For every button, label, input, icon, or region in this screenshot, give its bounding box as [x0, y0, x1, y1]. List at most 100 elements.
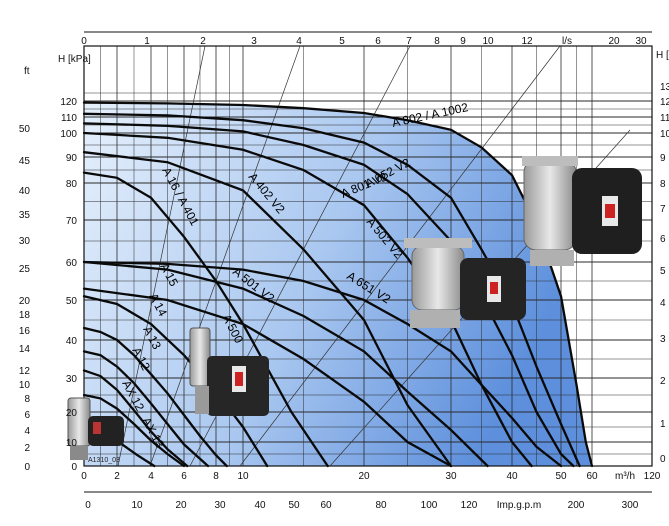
- m3h-tick-label: 60: [586, 471, 598, 482]
- curve-a-402-v2: [82, 151, 453, 468]
- curve-a-12: [82, 369, 189, 468]
- m3h-tick-label: 8: [213, 471, 219, 482]
- ls-tick-label: 6: [375, 36, 381, 47]
- metre-tick-label: 8: [660, 179, 666, 190]
- ft-tick-label: 4: [24, 426, 30, 437]
- y-axis-ft-label: ft: [24, 66, 30, 77]
- ls-tick-label: 5: [339, 36, 345, 47]
- y-axis-kpa-label: H [kPa]: [58, 54, 91, 65]
- m3h-axis: 0 2 4 6 8 10 20 30 40 50 60 120: [81, 471, 661, 482]
- m3h-tick-label: 4: [148, 471, 154, 482]
- m3h-tick-label: 40: [506, 471, 518, 482]
- metre-tick-label: 7: [660, 204, 666, 215]
- ls-axis: 0 1 2 3 4 5 6 7 8 9 10 12 l/s 20 30: [81, 36, 647, 47]
- kpa-tick-label: 0: [71, 462, 77, 473]
- gpm-tick-label: 40: [254, 500, 266, 511]
- curve-a-502-v2: [82, 131, 533, 468]
- metre-tick-label: 4: [660, 298, 666, 309]
- metre-tick-label: 5: [660, 266, 666, 277]
- kpa-tick-label: 110: [61, 113, 77, 124]
- gpm-tick-label: 80: [375, 500, 387, 511]
- ft-tick-label: 30: [19, 236, 31, 247]
- m3h-tick-label: 0: [81, 471, 87, 482]
- ft-tick-label: 25: [19, 264, 31, 275]
- y-axis-m-label: H [m]: [656, 50, 669, 61]
- metre-tick-label: 0: [660, 454, 666, 465]
- ls-tick-label: 2: [200, 36, 206, 47]
- pump-illustration-medium: [189, 327, 269, 416]
- m3h-tick-label: 30: [445, 471, 457, 482]
- curve-a-14: [82, 326, 228, 468]
- gpm-tick-label: 30: [214, 500, 226, 511]
- ls-tick-label: 1: [144, 36, 150, 47]
- ft-tick-label: 18: [19, 310, 31, 321]
- ls-tick-label: 3: [251, 36, 257, 47]
- ls-tick-label: l/s: [562, 36, 572, 47]
- m3h-tick-label: 2: [114, 471, 120, 482]
- curve-a-501-v2: [82, 260, 489, 468]
- ft-tick-label: 20: [19, 296, 31, 307]
- curve-a-801-v2: [82, 122, 575, 468]
- curve-ax-13: [82, 393, 186, 468]
- metre-tick-label: 10: [660, 129, 669, 140]
- m3h-tick-label: 120: [644, 471, 661, 482]
- image-code: A1310_03: [88, 457, 120, 464]
- metre-tick-label: 13: [660, 82, 669, 93]
- metre-tick-label: 2: [660, 376, 666, 387]
- gpm-tick-label: 100: [421, 500, 438, 511]
- gpm-tick-label: 200: [568, 500, 585, 511]
- kpa-tick-label: 30: [66, 374, 78, 385]
- kpa-tick-label: 80: [66, 179, 78, 190]
- kpa-tick-label: 60: [66, 258, 78, 269]
- m3h-tick-label: 6: [181, 471, 187, 482]
- ft-tick-label: 12: [19, 366, 31, 377]
- metre-tick-label: 9: [660, 153, 666, 164]
- ft-tick-label: 14: [19, 344, 31, 355]
- gpm-tick-label: 0: [85, 500, 91, 511]
- metre-tick-label: 1: [660, 419, 666, 430]
- gpm-tick-label: 120: [461, 500, 478, 511]
- kpa-tick-label: 120: [60, 97, 77, 108]
- ft-tick-label: 10: [19, 380, 31, 391]
- ft-tick-label: 40: [19, 186, 31, 197]
- x-axis-m3h-label: m³/h: [615, 471, 635, 482]
- gpm-tick-label: 50: [288, 500, 300, 511]
- kpa-tick-label: 70: [66, 216, 78, 227]
- kpa-tick-label: 90: [66, 153, 78, 164]
- kpa-tick-label: 40: [66, 336, 78, 347]
- m3h-tick-label: 10: [237, 471, 249, 482]
- ls-tick-label: 12: [521, 36, 533, 47]
- pump-illustration-small: [67, 397, 124, 460]
- curve-a-15: [82, 295, 269, 468]
- curve-a-500: [82, 287, 453, 468]
- ls-tick-label: 8: [434, 36, 440, 47]
- metre-tick-label: 6: [660, 234, 666, 245]
- ft-tick-label: 45: [19, 156, 31, 167]
- curve-a-651-v2: [82, 260, 563, 468]
- ls-tick-label: 9: [460, 36, 466, 47]
- gpm-tick-label: Imp.g.p.m: [497, 500, 541, 511]
- ls-tick-label: 30: [635, 36, 647, 47]
- gpm-tick-label: 60: [320, 500, 332, 511]
- ft-tick-label: 16: [19, 326, 31, 337]
- m3h-tick-label: 50: [555, 471, 567, 482]
- pump-curves: [82, 101, 594, 468]
- plot-frame: [83, 45, 653, 467]
- ft-tick-label: 0: [24, 462, 30, 473]
- m3h-tick-label: 20: [358, 471, 370, 482]
- kpa-tick-label: 20: [66, 408, 78, 419]
- ft-axis: 0 2 4 6 8 10 12 14 16 18 20 25 30 35 40 45 50: [19, 124, 31, 473]
- kpa-tick-label: 100: [60, 129, 77, 140]
- curve-a-652-v2: [82, 112, 581, 468]
- gpm-axis: 0 10 20 30 40 50 60 80 100 120 Imp.g.p.m 200 300: [85, 500, 639, 511]
- ft-tick-label: 50: [19, 124, 31, 135]
- ls-tick-label: 0: [81, 36, 87, 47]
- ft-tick-label: 6: [24, 410, 30, 421]
- gpm-tick-label: 20: [175, 500, 187, 511]
- kpa-tick-label: 10: [66, 438, 78, 449]
- kpa-tick-label: 50: [66, 296, 78, 307]
- curve-a-802-a-1002: [82, 101, 594, 468]
- ls-tick-label: 7: [406, 36, 412, 47]
